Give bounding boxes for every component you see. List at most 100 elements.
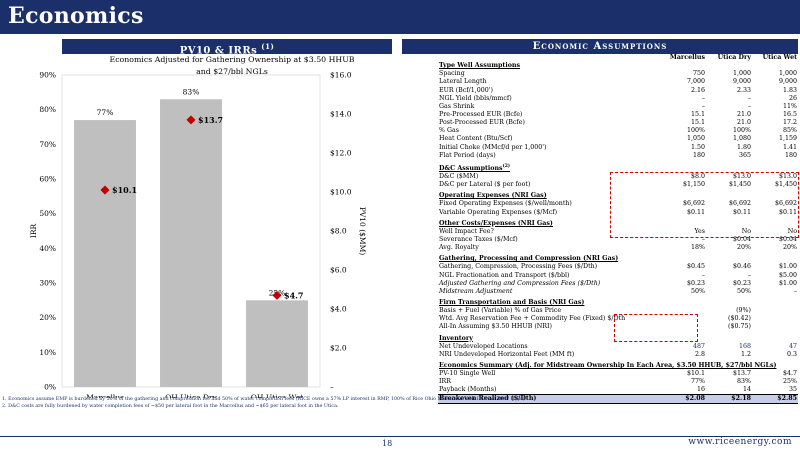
y-tick-label: 70% [39,140,56,149]
table-cell: 26 [788,94,797,102]
row-label-text: Firm Transportation and Basis (NRI Gas) [439,298,585,306]
page-title: Economics [8,3,144,29]
table-cell: $6,692 [682,200,705,208]
row-label-text: Inventory [439,334,473,342]
y-tick-label: 0% [44,383,56,392]
website-link[interactable]: www.riceenergy.com [688,437,792,447]
table-row-label: Fixed Operating Expenses ($/well/month) [438,200,660,208]
table-cell: 2.8 [694,350,705,358]
table-row-label: Payback (Months) [438,386,660,395]
row-label-text: Fixed Operating Expenses ($/well/month) [439,200,572,208]
table-cell: 7,000 [686,78,705,86]
table-cell: $13.7 [732,370,751,378]
economic-assumptions-table-wrap: Marcellus Utica Dry Utica Wet Type Well Ass… [438,54,798,405]
table-cell: 750 [692,70,705,78]
table-row-label: Firm Transportation and Basis (NRI Gas) [438,299,660,307]
table-cell: 1,080 [732,135,751,143]
table-row-label: All-In Assuming $3.50 HHUB (NRI) [438,323,660,331]
table-row-label: NGL Fractionation and Transport ($/bbl) [438,271,660,279]
table-cell: 16.5 [782,111,797,119]
row-label-text: Spacing [439,70,465,78]
summary-row: Economics Summary (Adj. for Midstream Ow… [438,362,798,370]
table-row-label: Gas Shrink [438,103,660,111]
title-bar: Economics [0,0,800,34]
table-cell: – [701,271,705,279]
table-cell: 9,000 [778,78,797,86]
table-row: % Gas 100% 100% 85% [438,127,798,135]
page-number: 18 [382,439,393,448]
pv10-data-label: $13.7 [198,115,223,125]
table-row-label: IRR [438,378,660,386]
table-row-label: Gathering, Compression, Processing Fees … [438,263,660,271]
table-row: Midstream Adjustment 50% 50% – [438,288,798,296]
table-cell [752,62,798,70]
row-label-text: Gas Shrink [439,102,475,110]
table-cell: – [747,102,751,110]
table-row-label: Type Well Assumptions [438,62,660,70]
footnote-1: 1. Economics assume EMP is burdened by 5… [2,397,526,402]
table-row: Well Impact Fee? Yes No No [438,228,798,236]
table-cell: 1,050 [686,135,705,143]
economic-assumptions-table: Marcellus Utica Dry Utica Wet Type Well Ass… [438,54,798,405]
table-cell: 1.80 [736,143,751,151]
y2-tick-label: $4.0 [330,305,347,314]
row-label-text: Avg. Royalty [439,244,479,252]
table-cell: $0.04 [732,235,751,243]
table-row-label: Severance Taxes ($/Mcf) [438,236,660,244]
row-label-text: Basis + Fuel (Variable) % of Gas Price [439,307,562,315]
table-row-label: Initial Choke (MMcf/d per 1,000') [438,144,660,152]
table-cell: $1,450 [774,181,797,189]
table-row-label: Gathering, Processing and Compression (N… [438,255,660,263]
breakeven-row: Breakeven Realized ($/Dth) $2.08 $2.18 $2.8… [438,394,798,405]
table-column-header-row: Marcellus Utica Dry Utica Wet [438,54,798,62]
y-tick-label: 80% [39,105,56,114]
table-cell: – [747,271,751,279]
table-row-label: Operating Expenses (NRI Gas) [438,192,660,200]
y2-tick-label: $10.0 [330,188,352,197]
table-row: Gas Shrink – – 11% [438,103,798,111]
table-row-label: Basis + Fuel (Variable) % of Gas Price [438,307,660,315]
footnote-2: 2. D&C costs are fully burdened by water… [2,404,339,409]
table-cell: $6,692 [774,200,797,208]
row-label-text: Initial Choke (MMcf/d per 1,000') [439,143,547,151]
table-cell [752,323,798,331]
row-label-text: NRI Undeveloped Horizontal Feet (MM ft) [439,350,575,358]
table-row: EUR (Bcf/1,000') 2.16 2.33 1.83 [438,87,798,95]
row-label-text: Breakeven Realized ($/Dth) [439,395,537,403]
table-cell: 47 [788,342,797,350]
table-row-label: Well Impact Fee? [438,228,660,236]
footer-rule [0,436,800,437]
table-cell: $0.45 [686,263,705,271]
y-tick-label: 20% [39,313,56,322]
table-row: Post-Processed EUR (Bcfe) 15.1 21.0 17.2 [438,119,798,127]
table-cell: 18% [691,244,705,252]
table-section-row: Type Well Assumptions [438,62,798,70]
table-cell: 0.3 [786,350,797,358]
table-cell: $1,150 [682,181,705,189]
table-cell [706,62,752,70]
table-cell: $0.04 [778,235,797,243]
table-cell: 1,000 [778,70,797,78]
row-label-text: Type Well Assumptions [439,62,521,70]
table-row: IRR 77% 83% 25% [438,378,798,386]
table-cell: $0.11 [686,208,705,216]
table-cell: ($0.75) [728,323,751,331]
table-cell: 17.2 [782,119,797,127]
table-row-label: Variable Operating Expenses ($/Mcf) [438,208,660,216]
table-cell: 83% [737,378,751,386]
table-row-label: EUR (Bcf/1,000') [438,87,660,95]
table-cell: 1,000 [732,70,751,78]
y2-tick-label: $16.0 [330,71,352,80]
table-row-label: Heat Content (Btu/Scf) [438,135,660,143]
table-row: Gathering, Compression, Processing Fees … [438,263,798,271]
row-label-text: Operating Expenses (NRI Gas) [439,192,547,200]
table-row-label: D&C ($MM) [438,173,660,181]
irr-bar [74,120,136,388]
table-row: Basis + Fuel (Variable) % of Gas Price (9… [438,307,798,315]
y-tick-label: 60% [39,175,56,184]
table-cell: 20% [783,244,797,252]
table-row-label: Flat Period (days) [438,152,660,160]
table-row-label: NRI Undeveloped Horizontal Feet (MM ft) [438,351,660,359]
table-header-spacer [438,54,660,62]
table-cell [752,255,798,263]
